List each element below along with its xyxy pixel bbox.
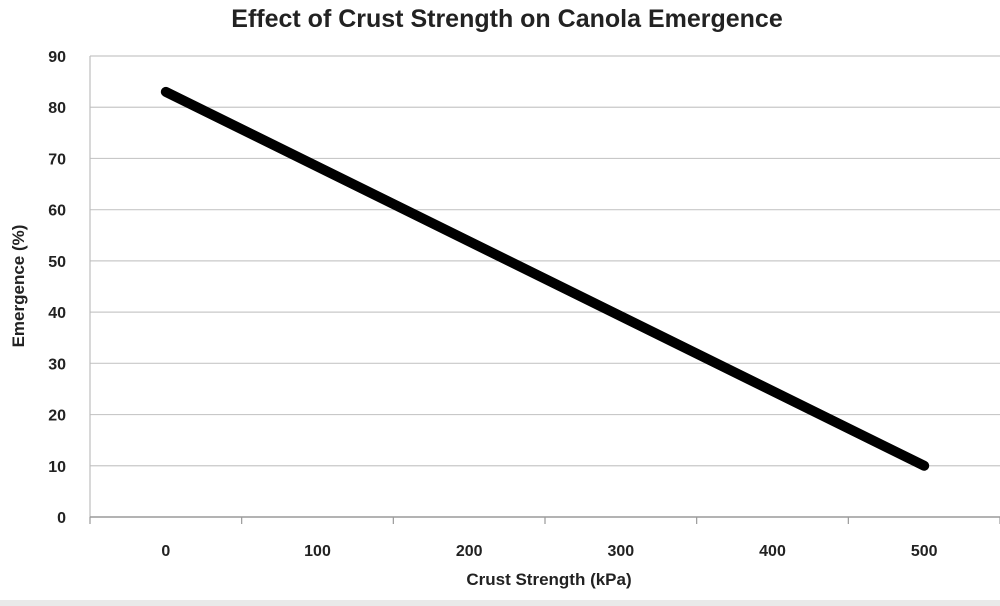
x-tick-label: 0 bbox=[161, 543, 170, 560]
y-tick-label: 50 bbox=[48, 254, 66, 271]
y-tick-label: 90 bbox=[48, 49, 66, 66]
y-tick-labels: 0 10 20 30 40 50 60 70 80 90 bbox=[48, 49, 66, 527]
series-line-0 bbox=[160, 86, 930, 471]
x-tick-labels: 0 100 200 300 400 500 bbox=[161, 543, 937, 560]
x-tick-label: 300 bbox=[607, 543, 634, 560]
y-tick-label: 10 bbox=[48, 459, 66, 476]
axes bbox=[89, 56, 1000, 524]
series-lines bbox=[160, 86, 930, 471]
x-tick-label: 100 bbox=[304, 543, 331, 560]
gridlines bbox=[90, 55, 1000, 467]
y-tick-label: 40 bbox=[48, 305, 66, 322]
x-tick-label: 200 bbox=[456, 543, 483, 560]
bottom-divider bbox=[0, 600, 1000, 606]
y-tick-label: 0 bbox=[57, 510, 66, 527]
y-tick-label: 60 bbox=[48, 203, 66, 220]
y-tick-label: 80 bbox=[48, 100, 66, 117]
chart-title: Effect of Crust Strength on Canola Emerg… bbox=[231, 5, 783, 33]
x-tick-label: 500 bbox=[911, 543, 938, 560]
x-axis-title: Crust Strength (kPa) bbox=[466, 570, 631, 589]
y-axis-title: Emergence (%) bbox=[9, 225, 28, 348]
y-tick-label: 20 bbox=[48, 408, 66, 425]
y-tick-label: 70 bbox=[48, 151, 66, 168]
y-tick-label: 30 bbox=[48, 356, 66, 373]
x-tick-label: 400 bbox=[759, 543, 786, 560]
